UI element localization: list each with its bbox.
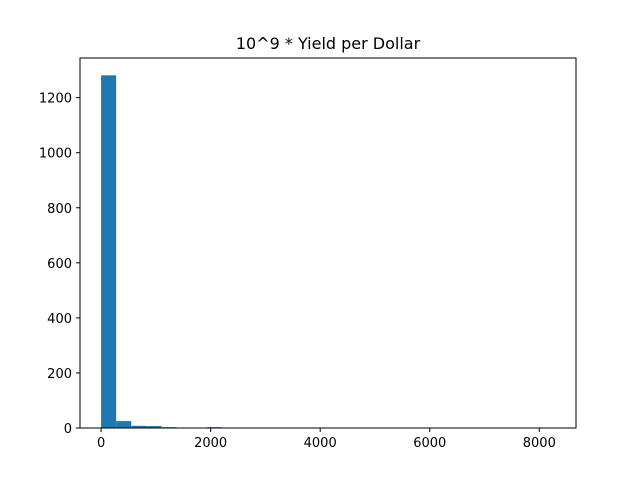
- x-tick-label: 4000: [304, 436, 337, 451]
- x-tick-label: 0: [97, 436, 105, 451]
- y-axis-ticks: 0 200 400 600 800 1000 1200: [39, 92, 80, 437]
- y-tick-label: 1000: [39, 147, 72, 162]
- y-tick-label: 200: [47, 367, 72, 382]
- y-tick-label: 600: [47, 257, 72, 272]
- histogram-bar: [146, 426, 162, 428]
- x-tick-label: 2000: [194, 436, 227, 451]
- y-tick-label: 0: [64, 422, 72, 437]
- y-tick-label: 1200: [39, 92, 72, 107]
- histogram-bar: [131, 425, 147, 428]
- chart-title: 10^9 * Yield per Dollar: [236, 34, 421, 53]
- y-tick-label: 800: [47, 202, 72, 217]
- histogram-bar: [101, 75, 117, 428]
- bars-group: [101, 75, 553, 428]
- y-tick-label: 400: [47, 312, 72, 327]
- x-tick-label: 6000: [413, 436, 446, 451]
- plot-frame: [79, 57, 577, 429]
- x-tick-label: 8000: [523, 436, 556, 451]
- histogram-bar: [116, 421, 132, 428]
- x-axis-ticks: 0 2000 4000 6000 8000: [97, 428, 556, 451]
